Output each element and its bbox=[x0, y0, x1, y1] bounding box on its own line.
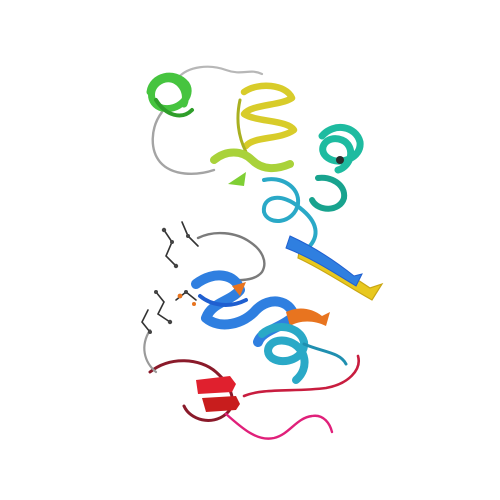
lower-left-coil bbox=[143, 328, 158, 374]
lime-arrow bbox=[228, 172, 246, 186]
left-loop-coil bbox=[151, 110, 216, 175]
ligand-atoms bbox=[148, 227, 190, 334]
blue-beta-strand bbox=[285, 235, 363, 287]
cyan-lower-helix bbox=[258, 323, 348, 384]
orange-atoms bbox=[177, 293, 196, 306]
orange-strand bbox=[286, 308, 330, 326]
red-beta-strand-1 bbox=[196, 376, 236, 394]
orange-tip bbox=[232, 282, 246, 296]
top-loop-coil bbox=[176, 65, 264, 80]
middle-coil bbox=[196, 231, 266, 282]
cyan-loop bbox=[261, 177, 318, 250]
crimson-loop-bottom bbox=[224, 412, 334, 440]
red-loop bbox=[242, 354, 360, 398]
yellow-green-strand bbox=[210, 148, 294, 173]
green-helix bbox=[146, 72, 194, 118]
teal-helix bbox=[309, 124, 364, 212]
metal-ion bbox=[336, 156, 344, 164]
yellow-helix bbox=[236, 82, 298, 154]
red-beta-strand-2 bbox=[202, 396, 240, 412]
